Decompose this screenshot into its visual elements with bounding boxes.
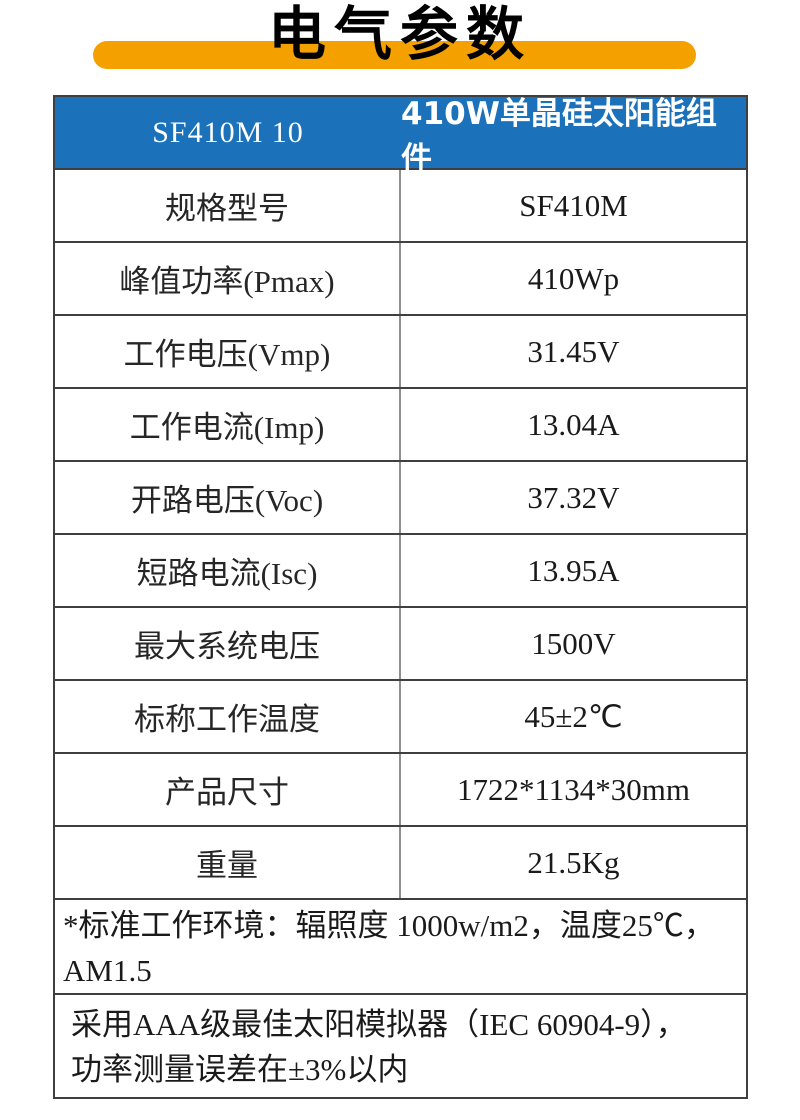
spec-value: 21.5Kg: [527, 844, 620, 880]
title-pill-highlight: [93, 41, 696, 69]
spec-label: 产品尺寸: [55, 754, 401, 825]
spec-label: 标称工作温度: [55, 681, 401, 752]
spec-label: 重量: [55, 827, 401, 898]
spec-value: 13.04A: [527, 406, 620, 442]
spec-value: 13.95A: [527, 552, 620, 588]
table-row: 工作电压(Vmp) 31.45V: [55, 314, 746, 387]
spec-label: 工作电流(Imp): [55, 389, 401, 460]
table-row: 开路电压(Voc) 37.32V: [55, 460, 746, 533]
table-row: 最大系统电压 1500V: [55, 606, 746, 679]
spec-label: 最大系统电压: [55, 608, 401, 679]
spec-value: 37.32V: [527, 479, 620, 515]
spec-label: 开路电压(Voc): [55, 462, 401, 533]
table-row: 工作电流(Imp) 13.04A: [55, 387, 746, 460]
spec-value: 1500V: [531, 625, 616, 661]
spec-value: 45±2℃: [524, 698, 623, 734]
table-header-row: SF410M 10 410W单晶硅太阳能组件: [55, 95, 746, 177]
spec-value: 31.45V: [527, 333, 620, 369]
spec-label: 规格型号: [55, 170, 401, 241]
spec-label: 峰值功率(Pmax): [55, 243, 401, 314]
table-row: 标称工作温度 45±2℃: [55, 679, 746, 752]
table-row: 峰值功率(Pmax) 410Wp: [55, 241, 746, 314]
spec-table: SF410M 10 410W单晶硅太阳能组件 规格型号 SF410M 峰值功率(…: [53, 95, 748, 1099]
note-standard-conditions: *标准工作环境：辐照度 1000w/m2，温度25℃， AM1.5: [55, 898, 746, 993]
spec-value: 410Wp: [527, 260, 620, 296]
title-banner: 电气参数: [0, 0, 800, 95]
spec-value: SF410M: [519, 187, 628, 223]
page-title: 电气参数: [267, 0, 532, 68]
header-product-name: 410W单晶硅太阳能组件: [401, 95, 717, 177]
table-row: 重量 21.5Kg: [55, 825, 746, 898]
spec-label: 工作电压(Vmp): [55, 316, 401, 387]
table-row: 规格型号 SF410M: [55, 168, 746, 241]
table-row: 产品尺寸 1722*1134*30mm: [55, 752, 746, 825]
table-row: 短路电流(Isc) 13.95A: [55, 533, 746, 606]
spec-label: 短路电流(Isc): [55, 535, 401, 606]
spec-value: 1722*1134*30mm: [456, 771, 691, 807]
header-model-code: SF410M 10: [152, 115, 304, 149]
note-simulator: 采用AAA级最佳太阳模拟器（IEC 60904-9）， 功率测量误差在±3%以内: [55, 993, 746, 1097]
